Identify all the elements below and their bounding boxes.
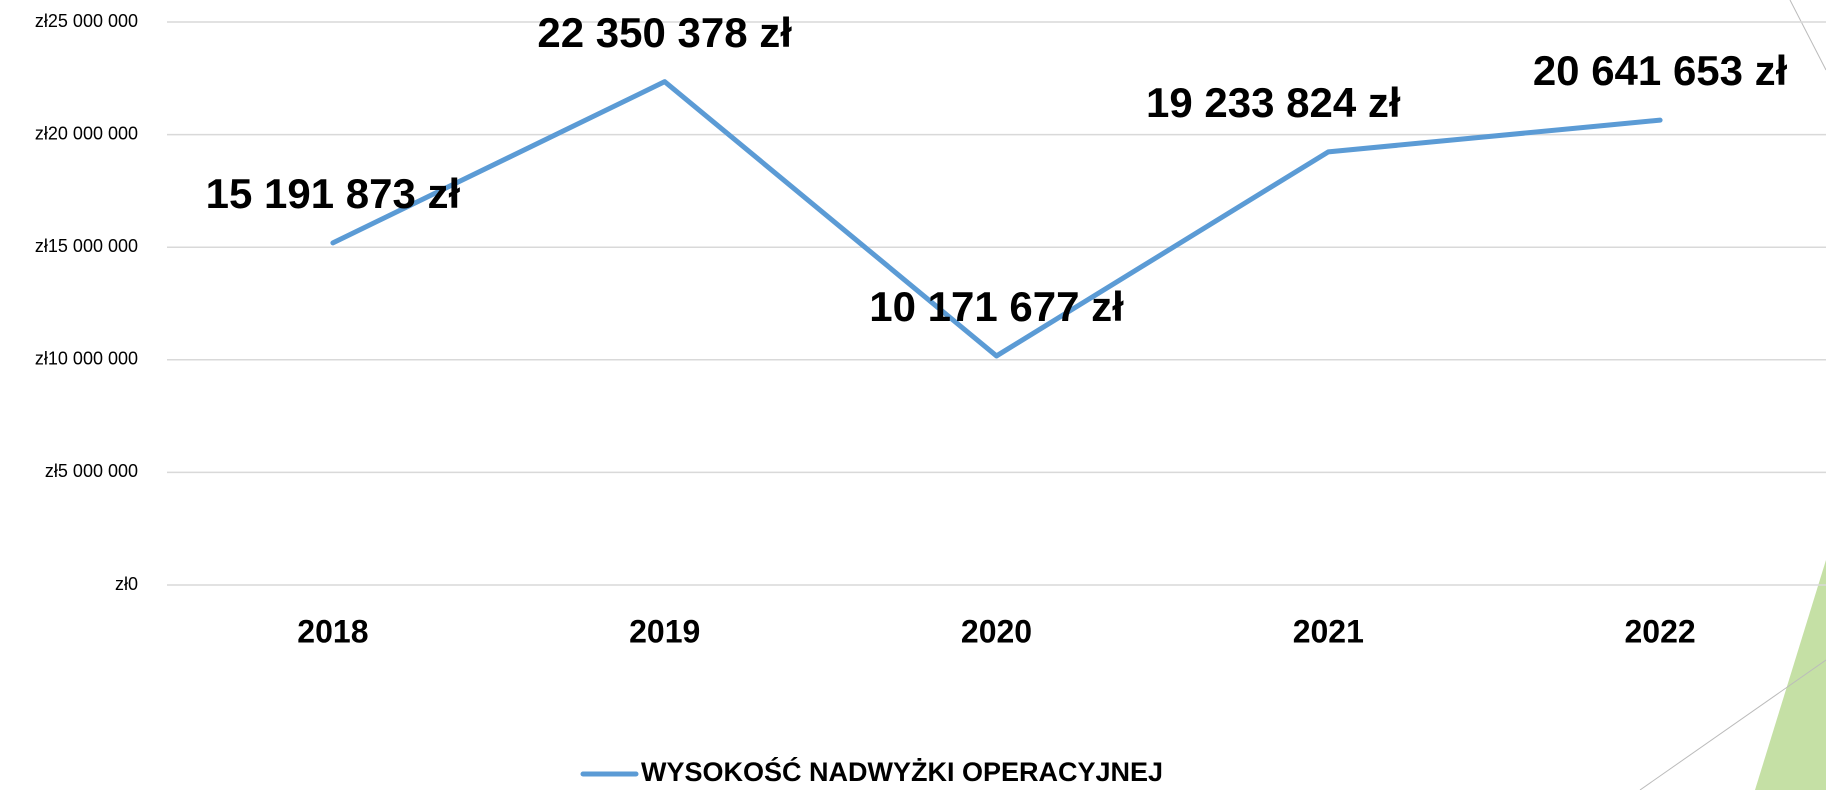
data-label: 10 171 677 zł xyxy=(869,283,1124,330)
x-tick-label: 2019 xyxy=(629,613,700,649)
y-tick-label: zł10 000 000 xyxy=(35,349,138,369)
y-tick-label: zł5 000 000 xyxy=(45,461,138,481)
x-tick-label: 2021 xyxy=(1293,613,1364,649)
y-tick-label: zł0 xyxy=(115,574,138,594)
x-tick-label: 2018 xyxy=(297,613,368,649)
data-label: 22 350 378 zł xyxy=(537,9,792,56)
decoration xyxy=(1789,0,1826,71)
decoration xyxy=(1639,659,1826,790)
data-label: 15 191 873 zł xyxy=(206,170,461,217)
data-line xyxy=(330,79,1663,359)
x-tick-label: 2022 xyxy=(1625,613,1696,649)
legend-label: WYSOKOŚĆ NADWYŻKI OPERACYJNEJ xyxy=(641,756,1163,787)
data-label: 20 641 653 zł xyxy=(1533,47,1788,94)
y-tick-label: zł20 000 000 xyxy=(35,123,138,143)
data-label: 19 233 824 zł xyxy=(1146,79,1401,126)
y-tick-label: zł25 000 000 xyxy=(35,11,138,31)
decoration xyxy=(1755,560,1826,790)
x-tick-label: 2020 xyxy=(961,613,1032,649)
y-tick-label: zł15 000 000 xyxy=(35,236,138,256)
